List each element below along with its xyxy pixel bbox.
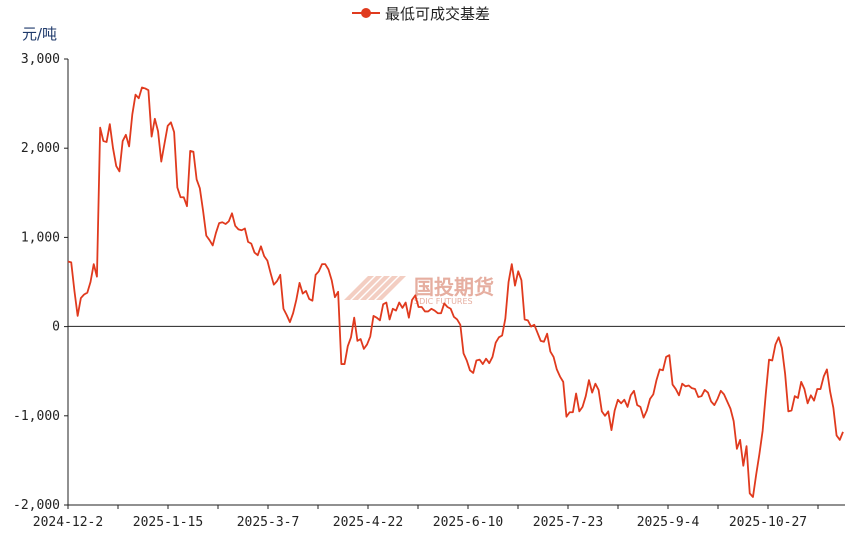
x-tick-label: 2025-6-10 <box>433 515 503 530</box>
legend-label: 最低可成交基差 <box>385 5 490 23</box>
y-tick-label: 0 <box>52 320 60 335</box>
y-tick-label: -2,000 <box>13 498 60 513</box>
watermark-stripes-icon <box>344 276 406 300</box>
series-line <box>67 86 844 498</box>
y-tick-label: -1,000 <box>13 409 60 424</box>
x-tick-label: 2025-9-4 <box>637 515 700 530</box>
x-tick-label: 2025-10-27 <box>729 515 807 530</box>
watermark-text-en: SDIC FUTURES <box>414 297 473 306</box>
x-tick-label: 2025-4-22 <box>333 515 403 530</box>
watermark-logo: 国投期货 SDIC FUTURES <box>344 275 494 306</box>
x-ticks: 2024-12-2 2025-1-15 2025-3-7 2025-4-22 2025-… <box>33 505 819 530</box>
x-tick-label: 2024-12-2 <box>33 515 103 530</box>
legend-dot-marker <box>361 8 371 18</box>
legend[interactable]: 最低可成交基差 <box>352 5 490 23</box>
x-tick-label: 2025-3-7 <box>237 515 300 530</box>
series-group <box>67 86 844 498</box>
y-tick-label: 3,000 <box>21 52 60 67</box>
y-tick-label: 2,000 <box>21 141 60 156</box>
y-ticks: 3,000 2,000 1,000 0 -1,000 -2,000 <box>13 52 68 513</box>
x-tick-label: 2025-1-15 <box>133 515 203 530</box>
y-tick-label: 1,000 <box>21 230 60 245</box>
x-tick-label: 2025-7-23 <box>533 515 603 530</box>
watermark-text-cn: 国投期货 <box>414 275 494 299</box>
y-axis-unit-label: 元/吨 <box>22 25 57 43</box>
